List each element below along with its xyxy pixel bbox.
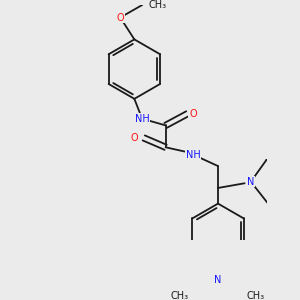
Text: O: O: [116, 13, 124, 22]
Text: NH: NH: [186, 150, 200, 160]
Text: N: N: [214, 275, 222, 285]
Text: O: O: [189, 109, 197, 119]
Text: N: N: [247, 177, 254, 187]
Text: CH₃: CH₃: [148, 0, 166, 10]
Text: NH: NH: [135, 114, 150, 124]
Text: CH₃: CH₃: [247, 291, 265, 300]
Text: CH₃: CH₃: [171, 291, 189, 300]
Text: O: O: [130, 133, 138, 143]
